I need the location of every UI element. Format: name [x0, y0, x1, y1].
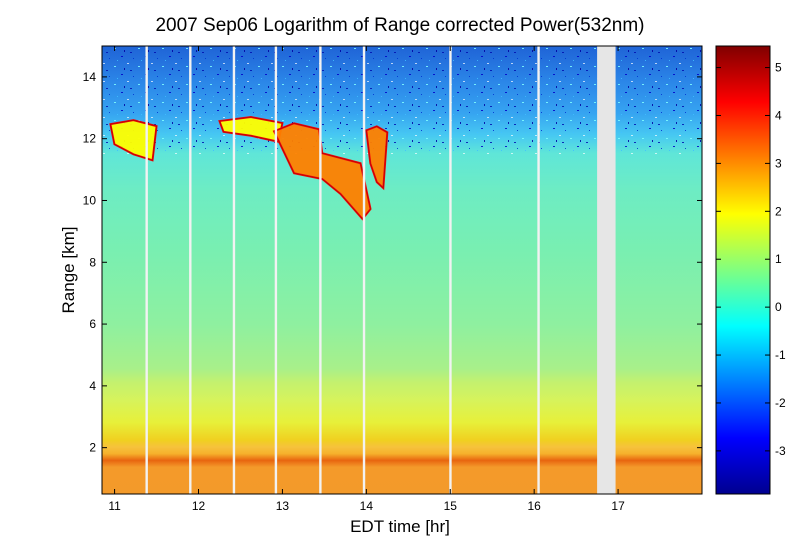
colorbar-tick-label: -1: [775, 348, 786, 362]
chart-title: 2007 Sep06 Logarithm of Range corrected …: [155, 15, 644, 36]
x-tick-label: 11: [108, 499, 121, 513]
data-gap-line: [145, 46, 148, 494]
y-axis-label: Range [km]: [59, 227, 78, 314]
x-axis: 11 12 13 14 15 16 17: [108, 46, 625, 513]
cloud-layer: [109, 116, 389, 221]
colorbar-tick-label: 1: [775, 252, 782, 266]
cloud-outline: [109, 119, 158, 161]
data-gap-line: [362, 46, 366, 494]
missing-data-band: [597, 46, 616, 494]
cloud-outline: [365, 125, 388, 190]
colorbar-frame: [715, 45, 771, 495]
gap-layer: [145, 46, 616, 494]
colorbar-tick-label: 5: [775, 61, 782, 75]
y-tick-label: 2: [89, 441, 96, 455]
x-axis-label: EDT time [hr]: [350, 517, 450, 536]
colorbar-ticks: -3 -2 -1 0 1 2 3 4 5: [716, 61, 786, 458]
colorbar: -3 -2 -1 0 1 2 3 4 5: [715, 45, 786, 495]
cloud-outline: [273, 122, 372, 220]
data-gap-line: [449, 46, 452, 494]
x-tick-label: 17: [611, 499, 625, 513]
plot-frame: [101, 45, 703, 495]
data-gap-line: [537, 46, 540, 494]
y-tick-label: 8: [89, 255, 96, 269]
x-tick-label: 15: [444, 499, 458, 513]
colorbar-tick-label: -2: [775, 396, 786, 410]
data-gap-line: [319, 46, 322, 494]
y-tick-label: 4: [89, 379, 96, 393]
data-gap-line: [232, 46, 236, 494]
colorbar-scale: [716, 46, 770, 494]
y-tick-label: 10: [83, 193, 97, 207]
cloud-feature: [109, 119, 158, 162]
y-axis: 2 4 6 8 10 12 14: [83, 70, 702, 455]
y-tick-label: 14: [83, 70, 97, 84]
x-tick-label: 13: [276, 499, 290, 513]
colorbar-tick-label: -3: [775, 444, 786, 458]
colorbar-tick-label: 4: [775, 108, 782, 122]
cloud-feature: [365, 125, 389, 191]
y-tick-label: 6: [89, 317, 96, 331]
data-gap-line: [189, 46, 192, 494]
y-tick-label: 12: [83, 132, 97, 146]
colorbar-tick-label: 3: [775, 156, 782, 170]
data-gap-line: [274, 46, 278, 494]
plot-area: [102, 46, 702, 494]
x-tick-label: 16: [527, 499, 541, 513]
x-tick-label: 14: [360, 499, 374, 513]
x-tick-label: 12: [192, 499, 206, 513]
cloud-feature: [272, 122, 372, 221]
colorbar-tick-label: 0: [775, 300, 782, 314]
colorbar-tick-label: 2: [775, 204, 782, 218]
